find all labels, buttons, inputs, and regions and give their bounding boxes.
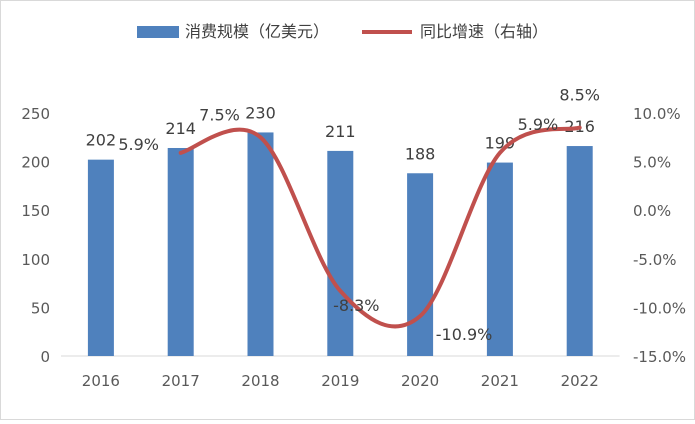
bar-data-label: 211 [325, 122, 356, 141]
right-tick-label: -5.0% [633, 251, 677, 269]
right-tick-label: -10.0% [633, 299, 686, 317]
x-tick-label: 2021 [481, 372, 519, 390]
bar-data-label: 202 [86, 131, 117, 150]
x-tick-label: 2017 [162, 372, 200, 390]
left-tick-label: 250 [21, 105, 50, 123]
bar [486, 162, 513, 356]
left-tick-label: 50 [31, 299, 50, 317]
bar-data-label: 230 [245, 103, 276, 122]
line-data-label: 7.5% [199, 105, 240, 124]
bar-data-label: 188 [405, 144, 436, 163]
right-tick-label: 10.0% [633, 105, 681, 123]
x-tick-label: 2016 [82, 372, 120, 390]
line-data-label: 8.5% [559, 86, 600, 105]
legend: 消费规模（亿美元） 同比增速（右轴） [137, 22, 548, 41]
legend-line-label: 同比增速（右轴） [420, 22, 548, 41]
line-data-label: -8.3% [333, 296, 379, 315]
bar [407, 173, 434, 356]
line-data-label: -10.9% [436, 325, 493, 344]
bar [247, 132, 274, 356]
bar-data-label: 214 [165, 119, 196, 138]
left-tick-label: 200 [21, 154, 50, 172]
right-tick-label: 0.0% [633, 202, 671, 220]
bar [167, 147, 194, 356]
line-data-label: 5.9% [518, 115, 559, 134]
legend-bar-label: 消费规模（亿美元） [185, 22, 329, 41]
bar [327, 150, 354, 356]
bar [87, 159, 114, 356]
left-tick-label: 100 [21, 251, 50, 269]
right-tick-label: -15.0% [633, 348, 686, 366]
x-tick-label: 2022 [561, 372, 599, 390]
x-tick-label: 2019 [321, 372, 359, 390]
left-tick-label: 150 [21, 202, 50, 220]
growth-line [178, 125, 582, 329]
right-tick-label: 5.0% [633, 154, 671, 172]
x-tick-label: 2020 [401, 372, 439, 390]
legend-bar-swatch [137, 26, 179, 38]
line-data-label: 5.9% [118, 135, 159, 154]
left-tick-label: 0 [40, 348, 50, 366]
bar [566, 146, 593, 356]
x-tick-label: 2018 [241, 372, 279, 390]
